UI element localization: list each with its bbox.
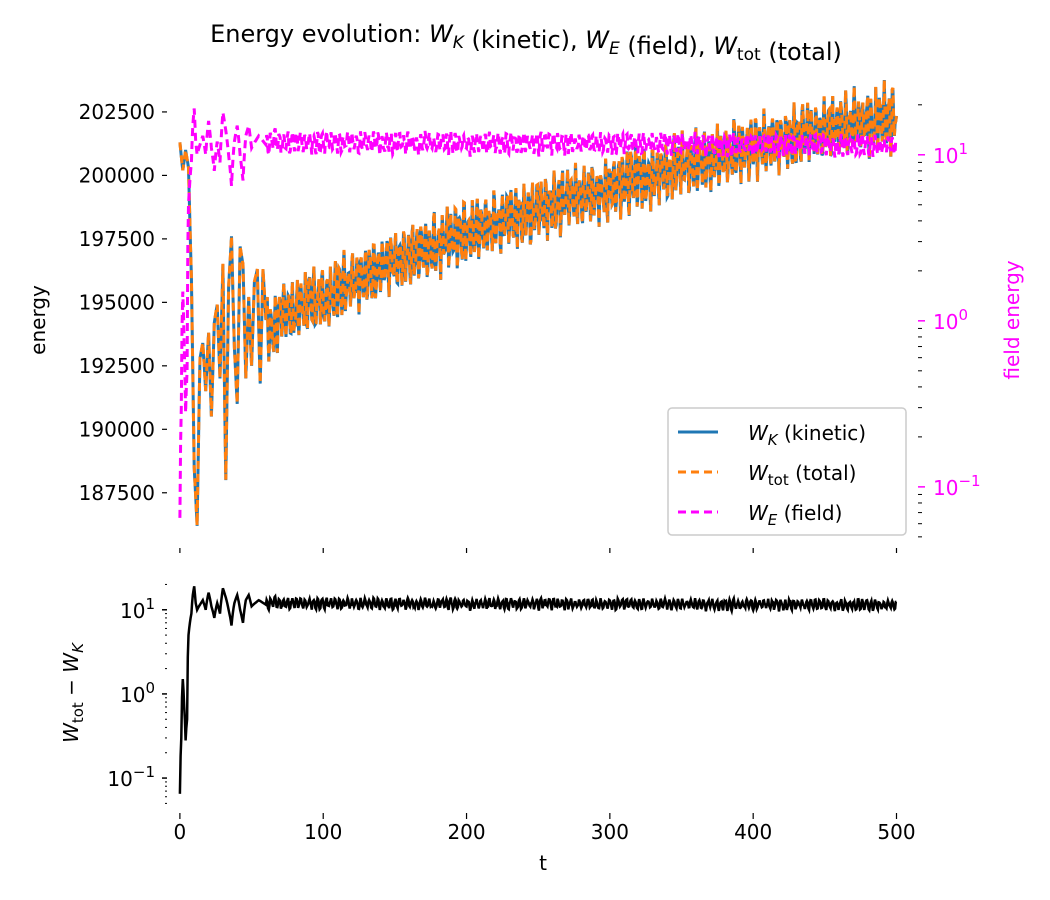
y-tick-label: 190000 <box>79 417 155 441</box>
title-part: W <box>713 32 738 60</box>
x-tick-label: 0 <box>174 820 187 844</box>
bottom-y-axis-label: Wtot − WK <box>59 642 87 743</box>
title-part: W <box>429 20 454 48</box>
y-tick-label: 202500 <box>79 100 155 124</box>
series-line-total <box>178 79 898 526</box>
top-x-ticks <box>179 548 898 553</box>
top-y-axis-label-group: energy <box>26 285 50 355</box>
series-line-difference <box>178 586 898 794</box>
bottom-series-group <box>178 586 898 794</box>
right-y-tick-label: 101 <box>933 140 968 168</box>
title-subscript: tot <box>737 45 761 65</box>
legend-frame <box>667 407 907 536</box>
title-part: Energy evolution: <box>210 20 429 48</box>
bottom-x-axis-label: t <box>539 851 547 875</box>
legend-label: WE (field) <box>748 501 842 529</box>
right-y-tick-label: 100 <box>933 306 968 334</box>
top-right-y-axis-label: field energy <box>1000 260 1024 379</box>
x-tick-label: 100 <box>304 820 342 844</box>
chart-title: Energy evolution: WK (kinetic), WE (fiel… <box>210 20 842 66</box>
y-tick-label: 10−1 <box>107 763 155 791</box>
y-tick-label: 197500 <box>79 227 155 251</box>
legend-label: WK (kinetic) <box>748 421 866 449</box>
series-line-field <box>178 108 898 518</box>
top-series-group <box>178 79 898 526</box>
y-tick-label: 187500 <box>79 481 155 505</box>
title-subscript: E <box>609 39 620 59</box>
top-left-y-ticks: 187500 190000 192500 195000 197500 200000 2025… <box>79 100 167 505</box>
x-tick-label: 500 <box>877 820 915 844</box>
y-tick-label: 195000 <box>79 290 155 314</box>
x-tick-label: 300 <box>591 820 629 844</box>
legend: WK (kinetic) Wtot (total) WE (field) <box>667 407 907 536</box>
top-y-axis-label: energy <box>26 285 50 355</box>
y-tick-label: 192500 <box>79 354 155 378</box>
x-tick-label: 400 <box>734 820 772 844</box>
title-part: (total) <box>761 38 842 66</box>
legend-label: Wtot (total) <box>748 461 856 489</box>
title-part: (kinetic), <box>464 26 585 54</box>
bottom-y-ticks: 10−1 100 101 <box>107 583 167 804</box>
bottom-x-ticks: 0 100 200 300 400 500 <box>174 813 916 844</box>
title-subscript: K <box>453 33 466 53</box>
title-part: W <box>585 26 610 54</box>
title-part: (field), <box>620 32 713 60</box>
top-right-y-ticks: 10−1 100 101 <box>918 104 981 538</box>
y-tick-label: 200000 <box>79 163 155 187</box>
y-tick-label: 101 <box>120 595 155 623</box>
y-tick-label: 100 <box>120 679 155 707</box>
right-y-tick-label: 10−1 <box>933 472 981 500</box>
x-tick-label: 200 <box>447 820 485 844</box>
